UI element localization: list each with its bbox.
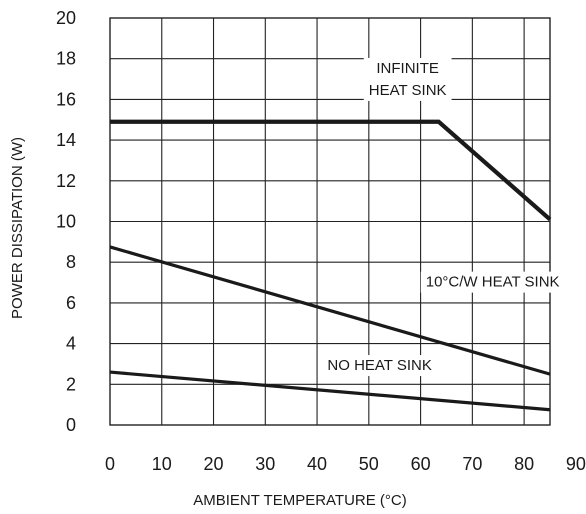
series-label-background [420, 271, 565, 293]
y-tick-label: 2 [66, 374, 76, 394]
series-label-text: HEAT SINK [369, 82, 447, 99]
x-tick-label: 90 [566, 454, 586, 474]
y-tick-label: 12 [56, 171, 76, 191]
x-tick-label: 80 [514, 454, 534, 474]
y-tick-label: 8 [66, 252, 76, 272]
x-tick-label: 20 [204, 454, 224, 474]
tick-labels: 0 10 20 30 40 50 60 70 80 90 0 2 4 6 8 10 12 14 16 18 20 [56, 8, 586, 474]
y-tick-label: 4 [66, 334, 76, 354]
series-labels: INFINITE HEAT SINK 10°C/W HEAT SINK NO HEAT… [322, 57, 565, 377]
series-label-text: INFINITE [376, 60, 439, 77]
y-tick-label: 14 [56, 130, 76, 150]
x-tick-label: 70 [462, 454, 482, 474]
y-tick-label: 18 [56, 49, 76, 69]
series [109, 119, 552, 412]
x-tick-label: 0 [105, 454, 115, 474]
x-tick-label: 60 [411, 454, 431, 474]
series-line-1 [110, 119, 552, 222]
x-tick-label: 40 [307, 454, 327, 474]
x-tick-label: 10 [152, 454, 172, 474]
y-tick-label: 20 [56, 8, 76, 28]
y-tick-label: 10 [56, 212, 76, 232]
x-tick-label: 50 [359, 454, 379, 474]
series-label-2: 10°C/W HEAT SINK [420, 271, 565, 293]
y-axis-label: POWER DISSIPATION (W) [9, 137, 26, 319]
series-label-1: INFINITE HEAT SINK [363, 57, 452, 101]
series-label-background [363, 57, 452, 101]
y-tick-label: 6 [66, 293, 76, 313]
series-label-background [322, 355, 437, 377]
x-tick-label: 30 [255, 454, 275, 474]
x-axis-label: AMBIENT TEMPERATURE (°C) [193, 492, 407, 509]
series-line-2 [109, 245, 551, 376]
series-label-text: 10°C/W HEAT SINK [426, 274, 560, 291]
series-label-3: NO HEAT SINK [322, 355, 437, 377]
plot-frame [109, 17, 551, 426]
series-label-text: NO HEAT SINK [327, 357, 431, 374]
y-tick-label: 16 [56, 89, 76, 109]
series-line-3 [109, 370, 551, 412]
y-tick-label: 0 [66, 415, 76, 435]
